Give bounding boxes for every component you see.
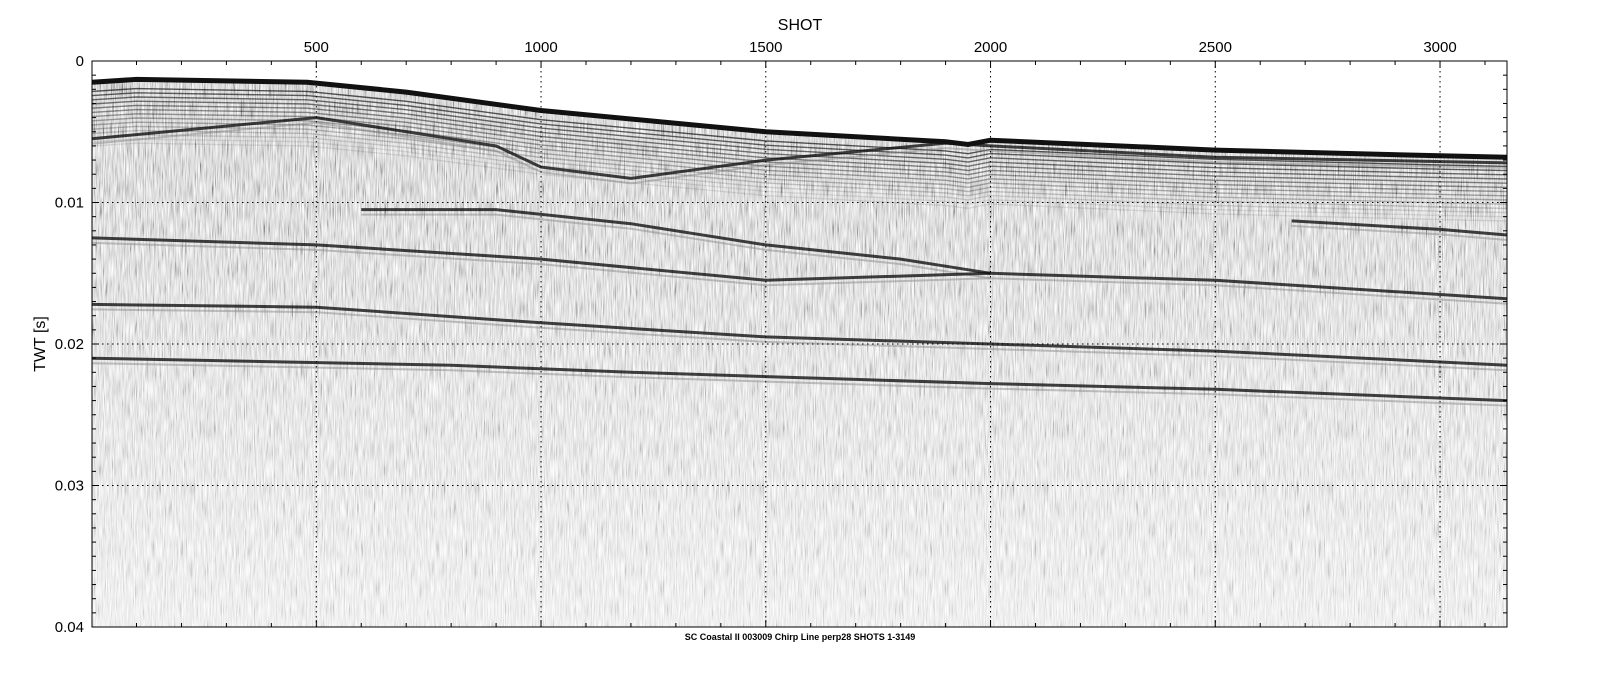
x-tick-label-1: 1000 [524, 39, 557, 56]
seafloor-multiple-band [92, 138, 1507, 218]
x-tick-label-4: 2500 [1199, 39, 1232, 56]
seafloor-multiple-band [92, 113, 1507, 193]
x-tick-label-0: 500 [304, 39, 329, 56]
y-tick-label-3: 0.03 [55, 478, 84, 495]
y-tick-label-4: 0.04 [55, 619, 84, 636]
seafloor-multiple-band [92, 121, 1507, 201]
grid-lines [92, 61, 1507, 627]
y-axis-title: TWT [s] [32, 316, 49, 372]
minor-ticks [92, 61, 1507, 627]
seafloor-multiple-band [92, 96, 1507, 176]
x-tick-label-5: 3000 [1423, 39, 1456, 56]
figure-caption: SC Coastal II 003009 Chirp Line perp28 S… [685, 632, 916, 642]
x-axis-title: SHOT [778, 17, 823, 34]
seafloor-multiple-band [92, 142, 1507, 222]
reflector-0-shadow [92, 121, 1507, 185]
reflector-1-shadow [361, 213, 991, 280]
seafloor-multiple-band [92, 100, 1507, 180]
y-tick-label-1: 0.01 [55, 195, 84, 212]
seafloor-reflector [92, 76, 1507, 160]
x-tick-label-3: 2000 [974, 39, 1007, 56]
reflector-3 [92, 236, 1507, 301]
reflector-5 [92, 356, 1507, 403]
reflector-2-shadow [1291, 224, 1507, 241]
y-tick-label-2: 0.02 [55, 336, 84, 353]
reflector-3-shadow [92, 241, 1507, 305]
reflector-2 [1291, 219, 1507, 237]
reflector-5-shadow [92, 362, 1507, 407]
x-axis-ticks: 500 1000 1500 2000 2500 3000 [304, 39, 1457, 627]
seafloor-multiple-band [92, 125, 1507, 205]
seafloor-multiple-band [92, 134, 1507, 214]
reflector-0 [92, 116, 1507, 180]
y-tick-label-0: 0 [76, 53, 84, 70]
seafloor-multiple-band [92, 104, 1507, 184]
seafloor-multiple-band [92, 87, 1507, 168]
seafloor-multiple-band [92, 108, 1507, 189]
y-axis-ticks: 0 0.01 0.02 0.03 0.04 [55, 53, 1507, 636]
x-tick-label-2: 1500 [749, 39, 782, 56]
water-column [92, 61, 1507, 158]
reflector-1 [361, 208, 991, 275]
plot-area: 500 1000 1500 2000 2500 3000 0 0.01 0.02 0.03 0.0… [55, 39, 1508, 636]
